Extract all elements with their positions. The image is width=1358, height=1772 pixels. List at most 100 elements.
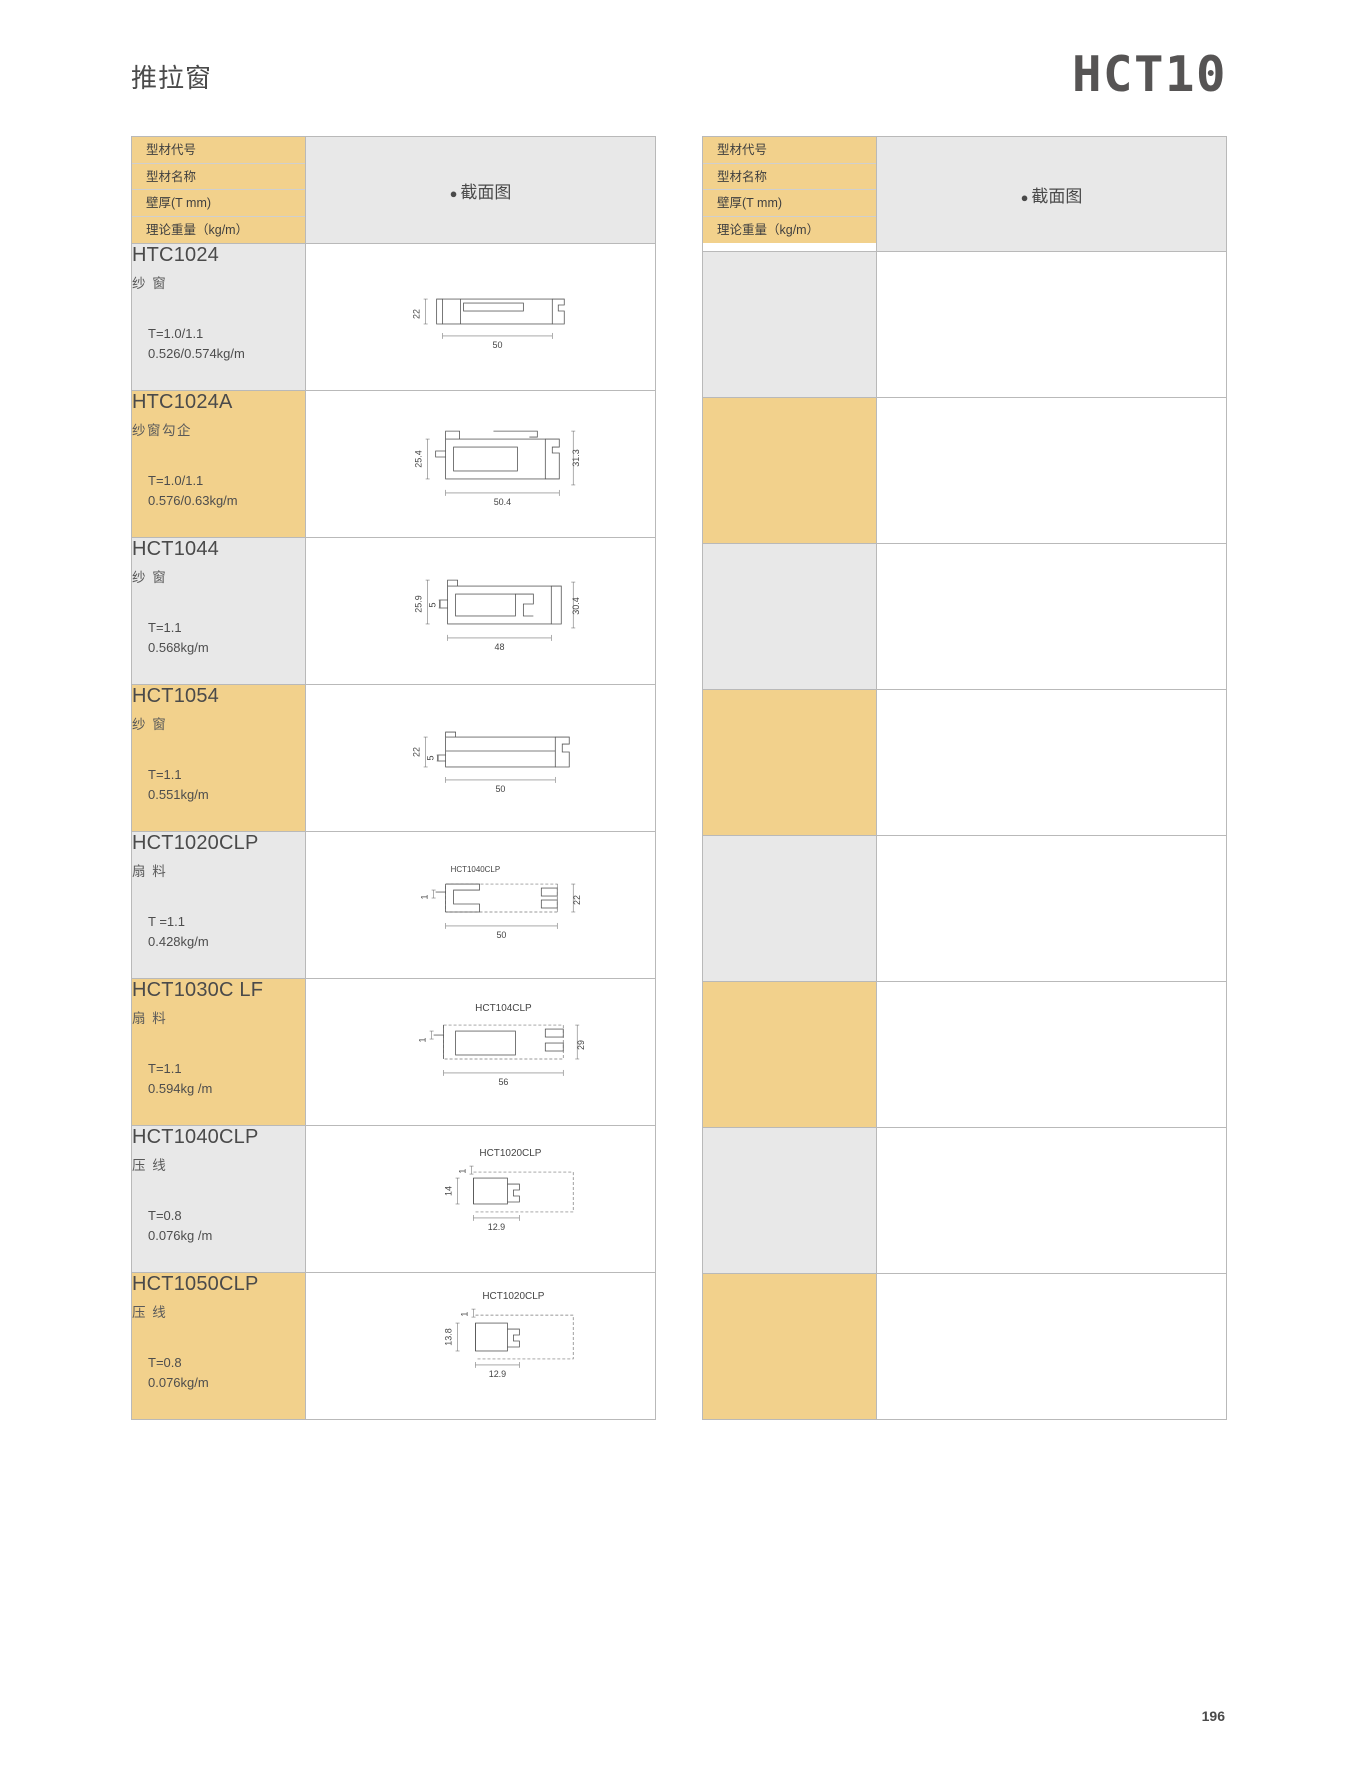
profile-thickness: T =1.1 [148, 913, 185, 929]
table-row: HTC1024 纱 窗 T=1.0/1.1 0.526/0.574kg/m [131, 243, 656, 391]
profile-info-cell: HCT1040CLP 压 线 T=0.8 0.076kg /m [131, 1125, 306, 1273]
profile-weight: 0.568kg/m [148, 639, 209, 655]
profile-info-cell [702, 1127, 877, 1274]
table-row [702, 397, 1227, 544]
cross-section-drawing: HCT104CLP 1 29 56 [418, 1003, 587, 1087]
header-section-label: 截面图 [460, 182, 512, 202]
profile-info-cell [702, 543, 877, 690]
profile-drawing-cell: 22 5 50 [305, 684, 656, 832]
cross-section-drawing: HCT1020CLP 14 1 12.9 [444, 1148, 574, 1232]
drawing-label: HCT1020CLP [479, 1148, 541, 1159]
profile-spec: T=1.0/1.1 0.526/0.574kg/m [148, 324, 245, 364]
dimension-right: 22 [572, 895, 582, 905]
profile-code: HCT1020CLP [132, 832, 259, 854]
table-header-row: 型材代号 型材名称 壁厚(T mm) 理论重量（kg/m） ● 截面图 [131, 136, 656, 244]
dimension-bottom: 50.4 [494, 497, 511, 507]
profile-drawing-cell [876, 981, 1227, 1128]
profile-drawing-cell: HCT1020CLP 14 1 12.9 [305, 1125, 656, 1273]
profile-info-cell [702, 689, 877, 836]
table-row: HCT1050CLP 压 线 T=0.8 0.076kg/m [131, 1272, 656, 1420]
profile-info-cell: HCT1020CLP 扇 料 T =1.1 0.428kg/m [131, 831, 306, 979]
drawing-label: HCT1040CLP [451, 865, 501, 874]
profile-spec: T=0.8 0.076kg/m [148, 1353, 209, 1393]
profile-info-cell: HTC1024 纱 窗 T=1.0/1.1 0.526/0.574kg/m [131, 243, 306, 391]
cross-section-drawing: 22 5 50 [412, 731, 570, 794]
dimension-left-secondary: 5 [428, 603, 438, 608]
dimension-right: 29 [576, 1040, 586, 1050]
cross-section-drawing: HCT1040CLP 1 22 50 [420, 865, 583, 940]
profile-info-cell: HCT1044 纱 窗 T=1.1 0.568kg/m [131, 537, 306, 685]
table-row: HCT1030C LF 扇 料 T=1.1 0.594kg /m [131, 978, 656, 1126]
table-header-row: 型材代号 型材名称 壁厚(T mm) 理论重量（kg/m） ● 截面图 [702, 136, 1227, 252]
header-label-weight: 理论重量（kg/m） [703, 216, 876, 243]
table-row: HCT1040CLP 压 线 T=0.8 0.076kg /m [131, 1125, 656, 1273]
profile-spec: T=1.1 0.568kg/m [148, 618, 209, 658]
dimension-left: 25.9 [414, 595, 424, 612]
dimension-left: 25.4 [414, 450, 424, 467]
profile-spec: T=0.8 0.076kg /m [148, 1206, 212, 1246]
profile-info-cell [702, 835, 877, 982]
profile-code: HCT1044 [132, 538, 219, 560]
profile-drawing-cell [876, 251, 1227, 398]
profile-thickness: T=1.0/1.1 [148, 325, 204, 341]
profile-name: 扇 料 [132, 1011, 168, 1026]
profile-name: 纱 窗 [132, 276, 168, 291]
dimension-left-secondary: 5 [426, 756, 436, 761]
profile-info-cell: HCT1050CLP 压 线 T=0.8 0.076kg/m [131, 1272, 306, 1420]
dimension-left-secondary: 1 [458, 1169, 468, 1174]
dimension-left: 13.8 [444, 1328, 454, 1345]
profile-weight: 0.594kg /m [148, 1080, 213, 1096]
header-section-drawing: ● 截面图 [876, 136, 1227, 252]
header-label-name: 型材名称 [703, 163, 876, 190]
cross-section-drawing: HCT1020CLP 13.8 1 12.9 [444, 1291, 574, 1379]
profile-code: HCT1050CLP [132, 1273, 259, 1295]
table-row [702, 981, 1227, 1128]
bullet-icon: ● [1020, 189, 1029, 205]
profile-name: 压 线 [132, 1158, 168, 1173]
dimension-bottom: 56 [498, 1077, 508, 1087]
dimension-left: 22 [412, 309, 422, 319]
cross-section-drawing: 25.4 31.3 50.4 [414, 430, 581, 507]
table-header-labels: 型材代号 型材名称 壁厚(T mm) 理论重量（kg/m） [131, 136, 306, 244]
dimension-bottom: 50 [492, 340, 502, 350]
profile-info-cell [702, 397, 877, 544]
dimension-bottom: 12.9 [488, 1222, 505, 1232]
header-label-thickness: 壁厚(T mm) [703, 190, 876, 217]
profile-name: 压 线 [132, 1305, 168, 1320]
profile-spec: T=1.0/1.1 0.576/0.63kg/m [148, 471, 238, 511]
table-row [702, 1127, 1227, 1274]
profile-info-cell: HCT1054 纱 窗 T=1.1 0.551kg/m [131, 684, 306, 832]
cross-section-drawing: 25.9 5 30.4 48 [414, 579, 581, 652]
header-label-code: 型材代号 [703, 137, 876, 164]
dimension-left: 14 [444, 1186, 454, 1196]
profile-thickness: T=0.8 [148, 1207, 182, 1223]
dimension-left: 22 [412, 747, 422, 757]
profile-thickness: T=1.1 [148, 766, 182, 782]
profile-code: HCT1054 [132, 685, 219, 707]
profile-drawing-cell [876, 1127, 1227, 1274]
series-code-title: HCT10 [1071, 46, 1227, 103]
profile-name: 纱窗勾企 [132, 423, 192, 438]
profile-thickness: T=1.1 [148, 1060, 182, 1076]
dimension-bottom: 50 [495, 784, 505, 794]
profile-code: HTC1024 [132, 244, 219, 266]
table-row [702, 835, 1227, 982]
table-row: HCT1044 纱 窗 T=1.1 0.568kg/m [131, 537, 656, 685]
profile-spec: T =1.1 0.428kg/m [148, 912, 209, 952]
profile-weight: 0.576/0.63kg/m [148, 492, 238, 508]
dimension-bottom: 48 [494, 642, 504, 652]
profile-thickness: T=0.8 [148, 1354, 182, 1370]
dimension-bottom: 12.9 [489, 1369, 506, 1379]
profile-code: HCT1040CLP [132, 1126, 259, 1148]
page-header: 推拉窗 HCT10 [131, 46, 1227, 112]
table-row: HCT1020CLP 扇 料 T =1.1 0.428kg/m [131, 831, 656, 979]
dimension-left-secondary: 1 [460, 1312, 470, 1317]
profile-spec: T=1.1 0.551kg/m [148, 765, 209, 805]
profile-name: 纱 窗 [132, 570, 168, 585]
cross-section-drawing: 22 50 [412, 298, 565, 350]
page-title: 推拉窗 [131, 63, 213, 93]
header-label-code: 型材代号 [132, 137, 305, 164]
bullet-icon: ● [449, 185, 458, 201]
profile-drawing-cell [876, 689, 1227, 836]
